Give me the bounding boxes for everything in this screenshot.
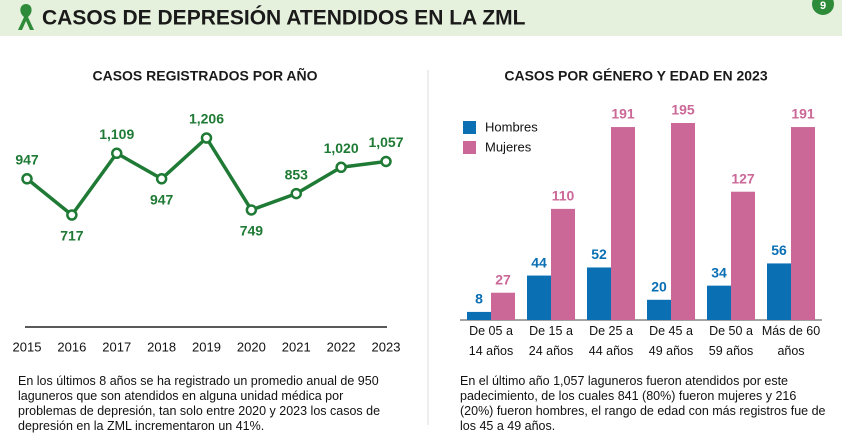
page-title: CASOS DE DEPRESIÓN ATENDIDOS EN LA ZML xyxy=(42,6,526,30)
data-label: 8 xyxy=(475,291,483,307)
x-tick-label: 2015 xyxy=(13,339,42,354)
bar xyxy=(767,263,791,320)
data-label: 20 xyxy=(651,278,667,294)
data-label: 1,020 xyxy=(324,140,359,156)
caption: En los últimos 8 años se ha registrado u… xyxy=(18,374,381,433)
x-tick-label: 2021 xyxy=(282,339,311,354)
header-band xyxy=(0,0,842,36)
point xyxy=(245,204,258,216)
data-label: 34 xyxy=(711,264,727,280)
data-label: 44 xyxy=(531,254,547,270)
data-label: 52 xyxy=(591,246,607,262)
x-tick-label: De 15 a 24 años xyxy=(528,324,574,358)
data-label: 127 xyxy=(731,170,755,186)
bar xyxy=(731,191,755,320)
data-label: 947 xyxy=(150,191,174,207)
caption: En el último año 1,057 laguneros fueron … xyxy=(460,374,826,433)
bar xyxy=(647,299,671,320)
point xyxy=(111,147,123,160)
point xyxy=(200,132,213,144)
data-label: 1,109 xyxy=(99,126,134,142)
x-tick-label: 2019 xyxy=(192,339,221,354)
point xyxy=(380,155,392,168)
page-number: 9 xyxy=(820,0,826,12)
data-label: 191 xyxy=(791,106,815,122)
data-label: 1,206 xyxy=(189,111,224,127)
bar xyxy=(587,267,611,320)
bar xyxy=(611,127,635,321)
bar xyxy=(791,127,815,321)
point xyxy=(155,173,168,185)
point xyxy=(335,161,347,174)
legend-label: Hombres xyxy=(485,119,538,134)
data-label: 56 xyxy=(771,242,787,258)
x-tick-label: 2023 xyxy=(372,339,401,354)
data-label: 27 xyxy=(495,271,511,287)
bar xyxy=(551,208,575,320)
point xyxy=(21,173,33,185)
legend-label: Mujeres xyxy=(485,139,532,154)
legend-swatch xyxy=(463,121,476,134)
ribbon-icon xyxy=(18,4,34,30)
data-label: 191 xyxy=(611,106,635,122)
data-label: 749 xyxy=(240,223,264,239)
x-tick-label: Más de 60 años xyxy=(761,324,821,358)
x-tick-label: 2022 xyxy=(327,339,356,354)
x-tick-label: 2017 xyxy=(102,339,131,354)
data-label: 717 xyxy=(60,228,84,244)
legend-swatch xyxy=(463,141,476,154)
x-tick-label: 2020 xyxy=(237,339,266,354)
x-tick-label: De 45 a 49 años xyxy=(648,324,694,358)
data-label: 853 xyxy=(285,166,309,182)
chart-title: CASOS REGISTRADOS POR AÑO xyxy=(92,67,317,84)
chart-title: CASOS POR GÉNERO Y EDAD EN 2023 xyxy=(504,68,767,84)
x-tick-label: 2018 xyxy=(147,339,176,354)
x-tick-label: 2016 xyxy=(57,339,86,354)
x-tick-label: De 25 a 44 años xyxy=(588,324,634,358)
bar xyxy=(671,123,695,320)
bar xyxy=(527,275,551,320)
bar xyxy=(467,311,491,320)
data-label: 110 xyxy=(552,188,575,204)
data-label: 1,057 xyxy=(368,134,403,150)
page-badge xyxy=(812,0,834,15)
x-tick-label: De 50 a 59 años xyxy=(708,324,754,358)
data-label: 195 xyxy=(671,102,695,118)
point xyxy=(66,209,78,221)
x-tick-label: De 05 a 14 años xyxy=(468,324,514,358)
bar xyxy=(491,292,515,320)
bar xyxy=(707,285,731,320)
data-label: 947 xyxy=(15,151,39,167)
point xyxy=(290,187,302,200)
